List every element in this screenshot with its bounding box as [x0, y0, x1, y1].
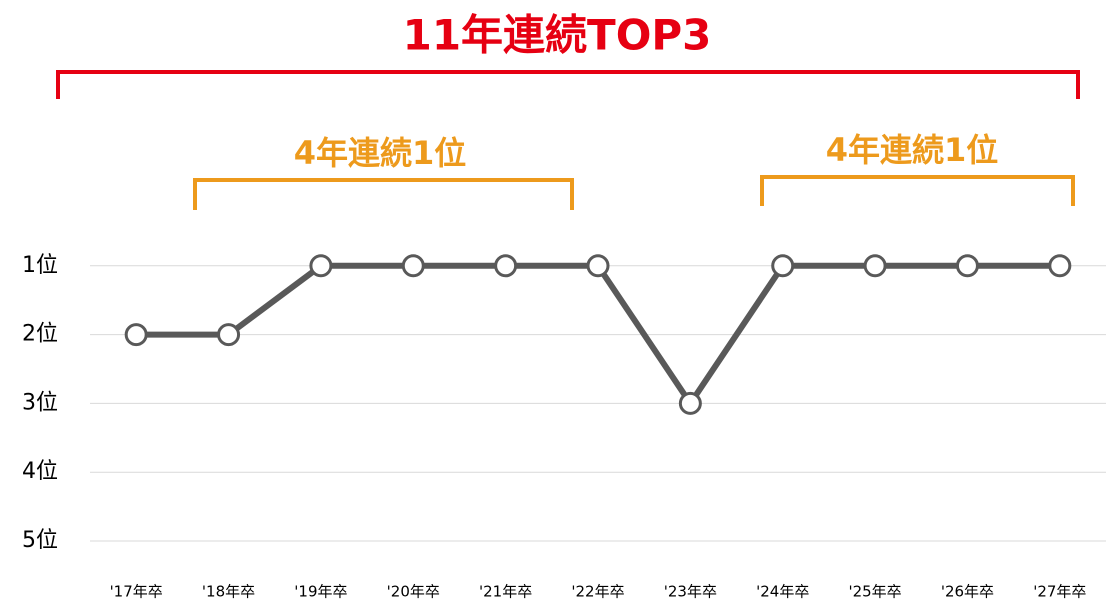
marker	[1048, 254, 1072, 278]
marker	[124, 323, 148, 347]
marker	[863, 254, 887, 278]
marker	[771, 254, 795, 278]
x-tick-label: '25年卒	[848, 583, 901, 601]
x-tick-label: '21年卒	[479, 583, 532, 601]
x-tick-label: '20年卒	[387, 583, 440, 601]
marker	[217, 323, 241, 347]
x-tick-label: '17年卒	[110, 583, 163, 601]
marker	[586, 254, 610, 278]
annotation: 4年連続1位	[826, 131, 999, 169]
x-tick-label: '23年卒	[664, 583, 717, 601]
y-tick-label: 1位	[22, 253, 58, 278]
x-tick-label: '19年卒	[294, 583, 347, 601]
marker	[678, 391, 702, 415]
annotation: 4年連続1位	[294, 134, 467, 172]
x-tick-label: '18年卒	[202, 583, 255, 601]
annotation-bracket	[760, 175, 1075, 206]
y-tick-label: 4位	[22, 459, 58, 484]
y-tick-label: 5位	[22, 528, 58, 553]
x-tick-label: '26年卒	[941, 583, 994, 601]
annotation-bracket	[193, 178, 574, 210]
y-tick-label: 3位	[22, 390, 58, 415]
marker	[955, 254, 979, 278]
marker	[401, 254, 425, 278]
chart-title: 11年連続TOP3	[403, 11, 712, 60]
marker	[309, 254, 333, 278]
title-bracket	[56, 70, 1080, 99]
marker	[494, 254, 518, 278]
x-tick-label: '22年卒	[571, 583, 624, 601]
x-tick-label: '24年卒	[756, 583, 809, 601]
x-tick-label: '27年卒	[1033, 583, 1086, 601]
y-tick-label: 2位	[22, 322, 58, 347]
